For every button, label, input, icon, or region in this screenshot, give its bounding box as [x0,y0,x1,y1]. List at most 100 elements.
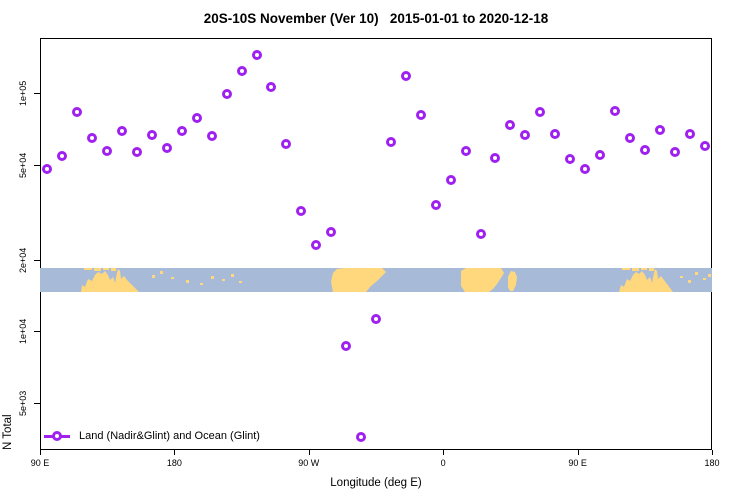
data-point [117,126,128,137]
data-point [161,142,172,153]
data-point [206,131,217,141]
data-point [475,229,486,240]
land-shape-pacific-island [222,279,225,281]
land-shape-pacific-island [231,274,234,277]
data-point [385,137,396,148]
data-point [176,126,187,137]
open-circle-icon [52,431,62,441]
data-point [102,146,113,157]
data-point [565,154,576,165]
x-axis-tick-label: 0 [440,458,446,468]
data-point [520,130,531,141]
x-axis-title: Longitude (deg E) [330,477,422,489]
y-axis-tick-label: 1e+04 [18,318,28,344]
land-shape-south-america [331,268,386,292]
x-axis-tick-label: 90 E [568,458,587,468]
data-point [624,132,635,143]
data-point [281,139,292,150]
land-shape-madagascar [508,271,517,291]
data-point [699,140,710,151]
land-shape-africa [461,268,504,292]
data-point [221,89,232,100]
land-shape-pacific-island [703,278,706,280]
plot-area: Land (Nadir&Glint) and Ocean (Glint) [40,38,712,450]
data-point [146,130,157,141]
data-point [654,124,665,135]
map-band-svg [40,268,712,292]
land-shape-indonesia-islands [641,268,647,270]
legend-label: Land (Nadir&Glint) and Ocean (Glint) [79,430,260,442]
x-axis-tick [711,450,713,455]
data-point [341,340,352,351]
x-axis-tick-label: 180 [166,458,182,468]
data-point [236,65,247,76]
data-point [356,432,367,443]
y-axis-tick-label: 5e+03 [18,390,28,416]
data-point [400,70,411,81]
data-point [251,50,262,61]
x-axis-tick-label: 180 [704,458,720,468]
chart-title: 20S-10S November (Ver 10) 2015-01-01 to … [203,11,549,26]
land-shape-indonesia-islands [622,268,630,270]
land-shape-australia [81,269,139,292]
land-shape-pacific-island [688,280,691,283]
data-point [311,240,322,251]
land-shape-pacific-island [695,272,698,275]
land-shape-indonesia-islands [84,268,92,270]
x-axis-tick [308,450,310,455]
land-shape-indonesia-islands [111,268,116,271]
y-axis-tick [34,93,40,94]
data-point [42,163,53,174]
data-point [535,107,546,118]
data-point [191,113,202,124]
land-shape-pacific-island [171,277,174,279]
y-axis-tick-label: 5e+04 [18,152,28,178]
x-axis-tick-label: 90 E [30,458,50,468]
x-axis-tick [174,450,176,455]
data-point [87,132,98,143]
data-point [460,146,471,157]
data-point [296,205,307,216]
land-shape-indonesia-islands [649,268,654,271]
land-shape-pacific-island [239,281,242,283]
land-shape-indonesia-islands [94,268,101,271]
legend-marker-icon [44,431,70,441]
x-axis-tick [577,450,579,455]
land-shape-pacific-island [200,283,203,285]
data-point [505,120,516,130]
plot-box [40,38,712,450]
land-shape-indonesia-islands [103,268,109,270]
y-axis-tick [34,403,40,405]
data-point [550,128,561,139]
land-shape-pacific-island [708,274,711,277]
x-axis-tick-label: 90 W [298,458,320,468]
y-axis-tick [34,259,40,261]
land-shape-pacific-island [160,271,163,274]
land-shape-pacific-island [186,280,189,283]
data-point [669,147,680,158]
data-point [72,107,83,118]
y-axis-tick [34,331,40,333]
data-point [490,152,501,163]
data-point [326,227,337,238]
data-point [266,81,277,92]
map-band [40,268,712,292]
land-shape-australia [619,269,673,292]
data-point [415,109,426,120]
data-point [57,150,68,161]
y-axis-title: N Total [2,414,14,450]
data-point [430,199,441,210]
land-shape-pacific-island [152,275,155,278]
data-point [445,175,456,186]
land-shape-pacific-island [211,276,214,279]
land-shape-indonesia-islands [632,268,639,271]
x-axis-tick [40,450,41,455]
data-point [594,149,605,160]
legend: Land (Nadir&Glint) and Ocean (Glint) [44,428,260,444]
data-point [639,145,650,156]
x-axis-tick [443,450,445,455]
land-shape-pacific-island [680,276,683,278]
data-point [132,147,143,158]
y-axis-tick [34,164,40,166]
